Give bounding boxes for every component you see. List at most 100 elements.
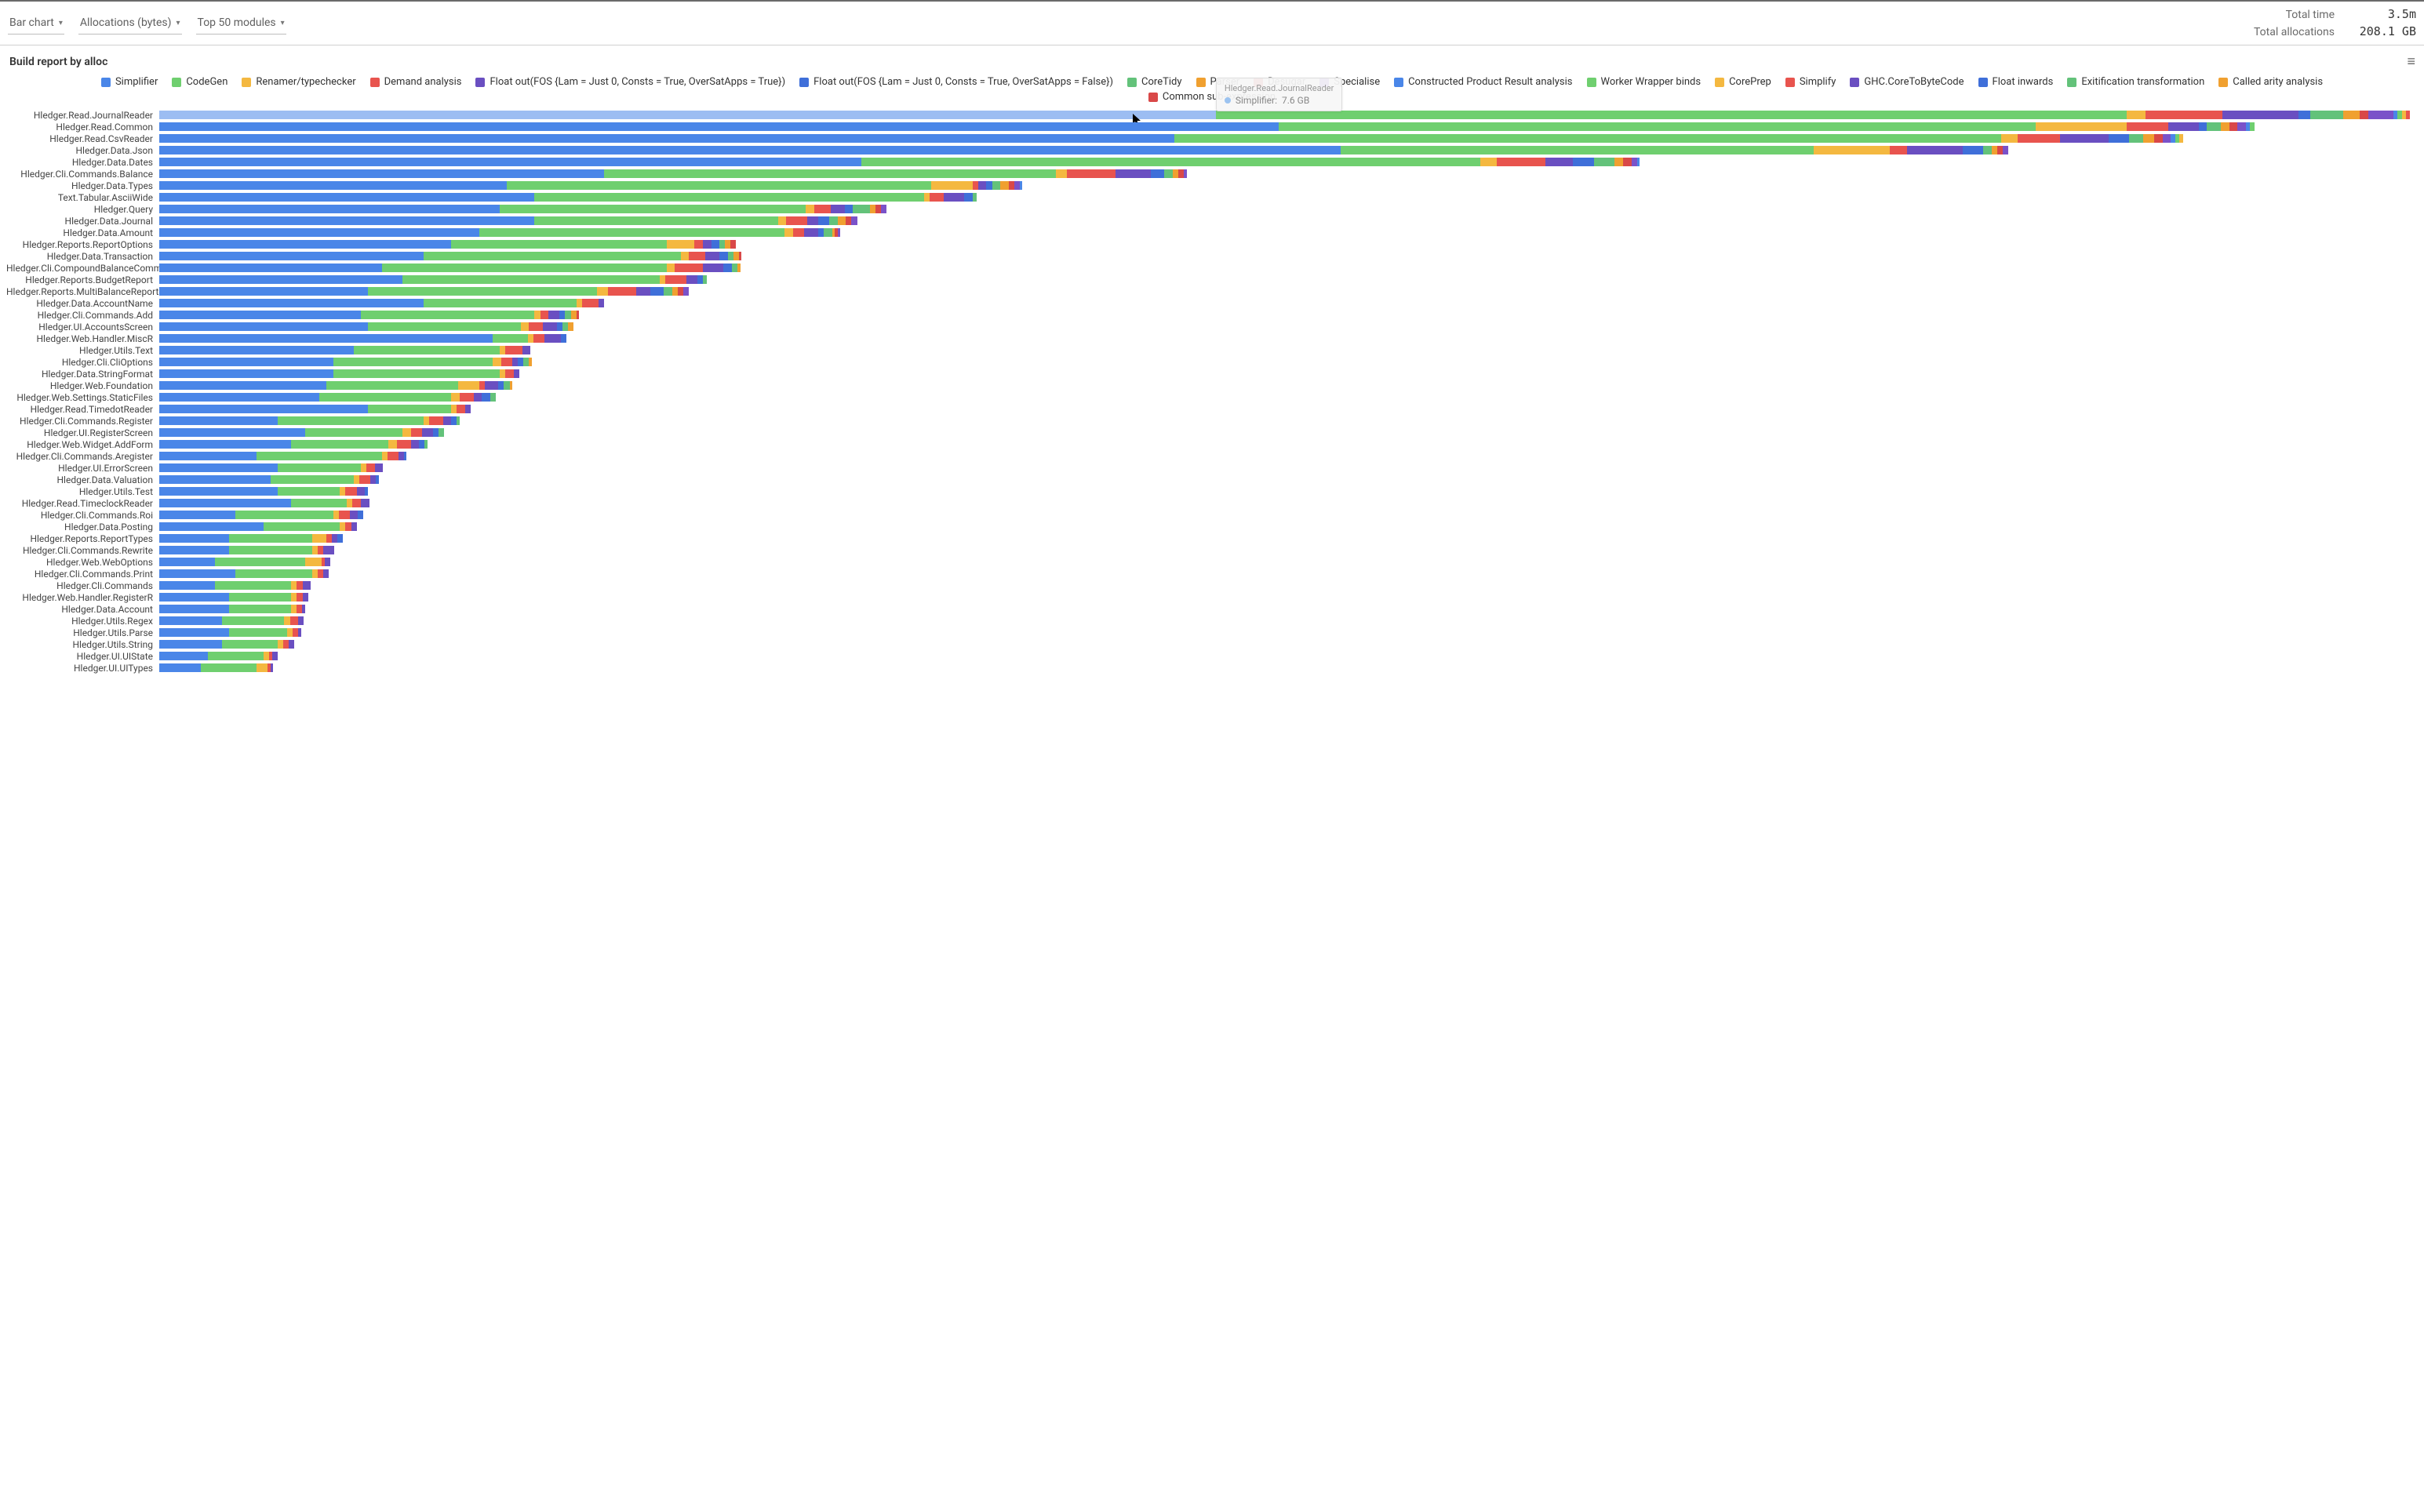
legend-item[interactable]: Simplify (1785, 76, 1836, 88)
bar-segment[interactable] (1614, 158, 1623, 166)
bar-segment[interactable] (159, 134, 1174, 143)
legend-item[interactable]: Float inwards (1978, 76, 2054, 88)
bar-row[interactable]: Hledger.Query (6, 203, 2411, 215)
bar-segment[interactable] (784, 228, 793, 237)
bar-segment[interactable] (861, 158, 1480, 166)
bar-segment[interactable] (352, 499, 361, 507)
bar-segment[interactable] (159, 381, 326, 390)
bar-segment[interactable] (1637, 158, 1640, 166)
bar-segment[interactable] (159, 311, 361, 319)
bar-segment[interactable] (510, 381, 513, 390)
bar-segment[interactable] (1279, 122, 2036, 131)
bar-segment[interactable] (229, 534, 312, 543)
bar-segment[interactable] (1983, 146, 1992, 154)
bar-segment[interactable] (2146, 111, 2222, 119)
bar-segment[interactable] (931, 181, 973, 190)
bar-segment[interactable] (1497, 158, 1545, 166)
bar-segment[interactable] (345, 487, 356, 496)
bar-segment[interactable] (719, 240, 725, 249)
bar-segment[interactable] (2060, 134, 2109, 143)
bar-segment[interactable] (853, 205, 869, 213)
bar-segment[interactable] (159, 346, 354, 354)
bar-row[interactable]: Hledger.Reports.MultiBalanceReport (6, 285, 2411, 297)
bar-segment[interactable] (287, 628, 293, 637)
bar-segment[interactable] (159, 158, 861, 166)
bar-segment[interactable] (723, 264, 732, 272)
bar-segment[interactable] (159, 322, 368, 331)
bar-segment[interactable] (851, 216, 857, 225)
bar-segment[interactable] (388, 440, 397, 449)
bar-segment[interactable] (534, 311, 540, 319)
bar-segment[interactable] (159, 393, 319, 402)
bar-segment[interactable] (719, 252, 728, 260)
metric-dropdown[interactable]: Allocations (bytes) ▾ (78, 12, 182, 35)
bar-segment[interactable] (271, 663, 274, 672)
bar-segment[interactable] (159, 546, 229, 554)
bar-segment[interactable] (257, 663, 268, 672)
bar-segment[interactable] (1174, 134, 2001, 143)
bar-segment[interactable] (333, 369, 500, 378)
bar-segment[interactable] (297, 581, 302, 590)
legend-item[interactable]: Called arity analysis (2218, 76, 2323, 88)
bar-segment[interactable] (824, 228, 832, 237)
legend-item[interactable]: CorePrep (1715, 76, 1771, 88)
bar-segment[interactable] (305, 428, 402, 437)
bar-segment[interactable] (712, 240, 720, 249)
bar-segment[interactable] (814, 205, 831, 213)
bar-row[interactable]: Hledger.Web.Foundation (6, 380, 2411, 391)
bar-segment[interactable] (683, 287, 689, 296)
bar-segment[interactable] (881, 205, 886, 213)
bar-segment[interactable] (303, 593, 308, 602)
bar-segment[interactable] (2207, 122, 2221, 131)
bar-segment[interactable] (512, 358, 518, 366)
bar-segment[interactable] (388, 452, 399, 460)
legend-item[interactable]: Specialise (1319, 76, 1380, 88)
bar-segment[interactable] (528, 334, 533, 343)
bar-segment[interactable] (500, 205, 806, 213)
legend-item[interactable]: CoreTidy (1127, 76, 1181, 88)
bar-segment[interactable] (504, 381, 509, 390)
bar-segment[interactable] (543, 322, 557, 331)
bar-segment[interactable] (2406, 111, 2410, 119)
bar-segment[interactable] (201, 663, 257, 672)
bar-segment[interactable] (521, 322, 530, 331)
bar-segment[interactable] (429, 416, 443, 425)
bar-segment[interactable] (340, 522, 345, 531)
bar-segment[interactable] (312, 569, 318, 578)
bar-row[interactable]: Hledger.Data.Types (6, 180, 2411, 191)
bar-segment[interactable] (728, 252, 733, 260)
bar-segment[interactable] (323, 546, 334, 554)
bar-segment[interactable] (562, 322, 568, 331)
bar-segment[interactable] (838, 228, 841, 237)
bar-segment[interactable] (818, 228, 824, 237)
bar-segment[interactable] (1623, 158, 1632, 166)
bar-segment[interactable] (703, 264, 724, 272)
bar-segment[interactable] (732, 264, 737, 272)
bar-segment[interactable] (159, 299, 424, 307)
bar-segment[interactable] (332, 534, 337, 543)
bar-segment[interactable] (2179, 134, 2183, 143)
bar-segment[interactable] (159, 146, 1341, 154)
bar-segment[interactable] (689, 252, 705, 260)
bar-segment[interactable] (829, 216, 838, 225)
bar-segment[interactable] (992, 181, 1001, 190)
bar-segment[interactable] (235, 569, 311, 578)
bar-row[interactable]: Hledger.Read.TimeclockReader (6, 497, 2411, 509)
bar-segment[interactable] (1480, 158, 1497, 166)
bar-segment[interactable] (577, 299, 582, 307)
bar-segment[interactable] (159, 228, 479, 237)
bar-segment[interactable] (291, 593, 297, 602)
bar-segment[interactable] (159, 452, 257, 460)
bar-segment[interactable] (433, 428, 439, 437)
bar-segment[interactable] (278, 463, 361, 472)
bar-segment[interactable] (557, 322, 562, 331)
bar-segment[interactable] (2199, 122, 2207, 131)
bar-row[interactable]: Hledger.Reports.BudgetReport (6, 274, 2411, 285)
bar-segment[interactable] (703, 240, 712, 249)
bar-segment[interactable] (159, 569, 235, 578)
bar-segment[interactable] (291, 605, 297, 613)
bar-segment[interactable] (501, 358, 512, 366)
bar-segment[interactable] (875, 205, 881, 213)
legend-item[interactable]: Constructed Product Result analysis (1394, 76, 1572, 88)
bar-segment[interactable] (350, 511, 359, 519)
